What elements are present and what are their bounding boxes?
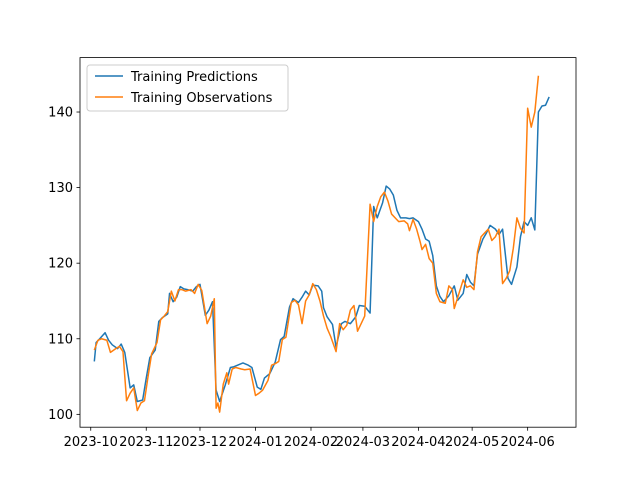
legend-box xyxy=(86,64,289,112)
y-tick-label: 120 xyxy=(48,257,73,272)
y-tick-label: 130 xyxy=(48,181,73,196)
x-tick-label: 2024-06 xyxy=(500,435,554,450)
x-tick-label: 2023-12 xyxy=(173,435,227,450)
series-line-training-observations xyxy=(93,75,540,413)
x-tick-label: 2024-01 xyxy=(228,435,282,450)
y-tick-label: 100 xyxy=(48,408,73,423)
x-tick-label: 2023-10 xyxy=(64,435,118,450)
y-tick-label: 140 xyxy=(48,106,73,121)
legend-label-training-predictions: Training Predictions xyxy=(130,70,258,85)
series-layer xyxy=(93,75,550,413)
x-tick-label: 2024-04 xyxy=(391,435,445,450)
x-tick-label: 2024-03 xyxy=(336,435,390,450)
plot-frame xyxy=(79,57,577,428)
x-tick-label: 2023-11 xyxy=(119,435,173,450)
legend: Training Predictions Training Observatio… xyxy=(86,64,289,112)
x-tick-label: 2024-05 xyxy=(445,435,499,450)
legend-label-training-observations: Training Observations xyxy=(130,91,273,106)
y-tick-label: 110 xyxy=(48,332,73,347)
x-tick-label: 2024-02 xyxy=(284,435,338,450)
plot-area xyxy=(80,57,576,428)
